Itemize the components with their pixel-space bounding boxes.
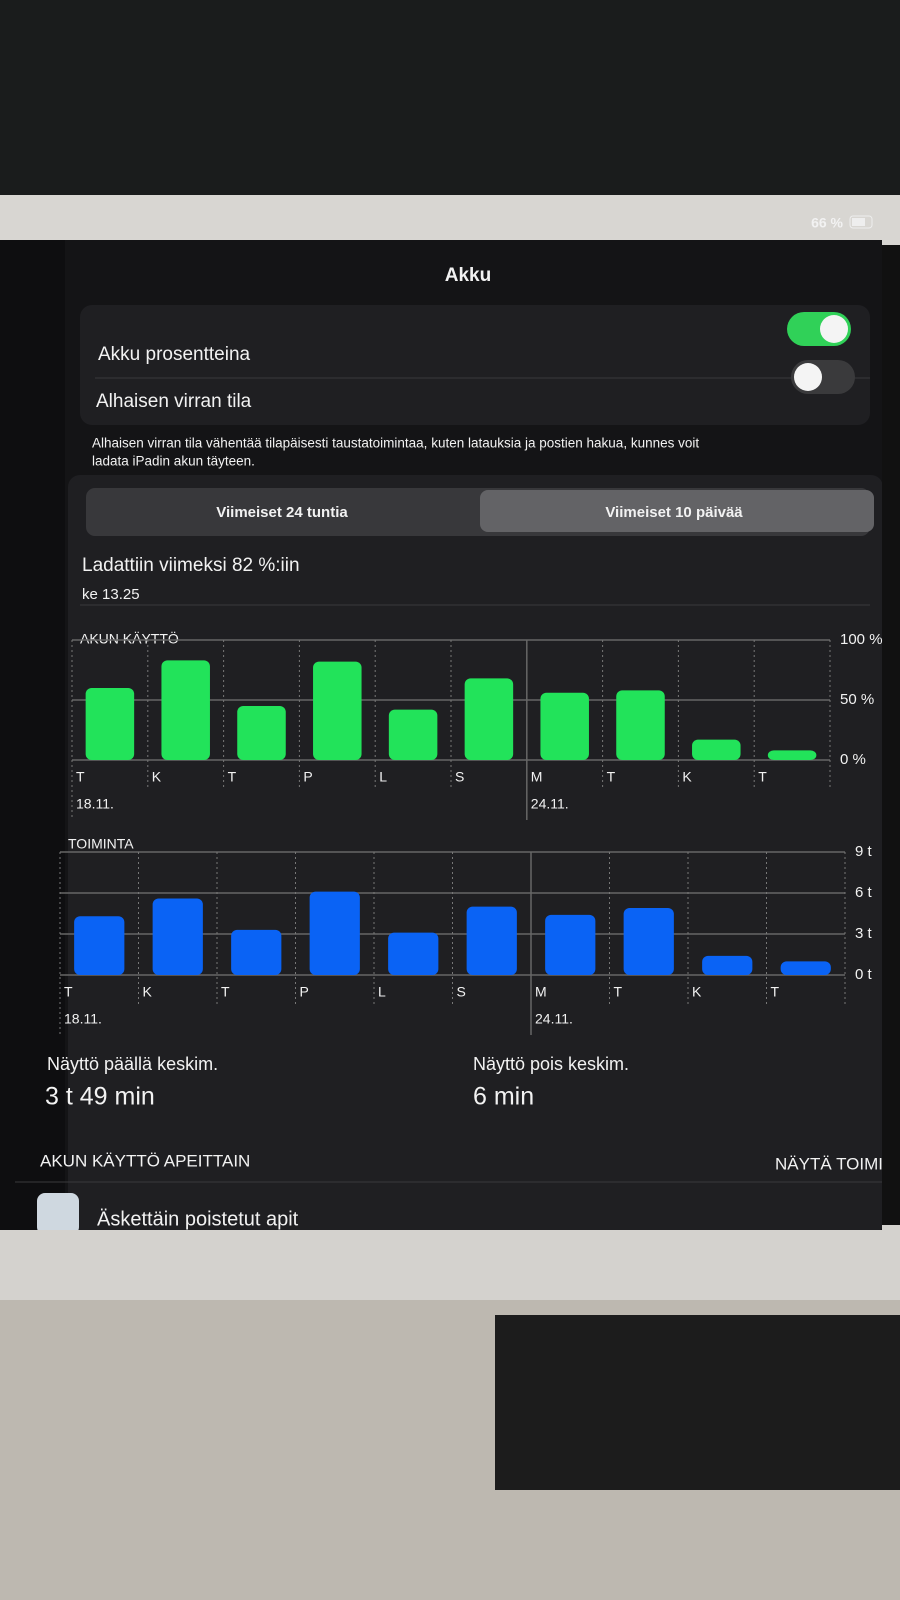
- x-tick-label: P: [300, 984, 309, 1000]
- bar: [388, 709, 438, 760]
- bar: [464, 678, 514, 760]
- chart-title: TOIMINTA: [68, 836, 134, 852]
- y-tick-label: 0 %: [840, 751, 866, 768]
- x-tick-label: S: [455, 769, 464, 785]
- app-icon: [37, 1193, 79, 1230]
- x-tick-label: T: [221, 984, 230, 1000]
- x-tick-label: T: [228, 769, 237, 785]
- bar: [540, 692, 589, 760]
- bar: [702, 955, 753, 975]
- y-tick-label: 6 t: [855, 884, 873, 901]
- x-tick-label: L: [379, 769, 387, 785]
- average-label: Näyttö pois keskim.: [473, 1054, 629, 1074]
- y-tick-label: 0 t: [855, 966, 873, 983]
- settings-group: [80, 305, 870, 425]
- average-label: Näyttö päällä keskim.: [47, 1054, 218, 1074]
- x-tick-label: K: [152, 769, 162, 785]
- x-tick-label: K: [143, 984, 153, 1000]
- bar: [313, 661, 362, 760]
- date-label: 24.11.: [535, 1011, 573, 1027]
- bar: [616, 690, 665, 760]
- bar: [466, 906, 517, 975]
- battery-icon: [849, 215, 873, 229]
- bar: [74, 916, 125, 975]
- setting-label: Alhaisen virran tila: [96, 391, 252, 412]
- y-tick-label: 3 t: [855, 925, 873, 942]
- x-tick-label: T: [607, 769, 616, 785]
- setting-label: Akku prosentteina: [98, 344, 251, 365]
- last-charge-time: ke 13.25: [82, 586, 140, 603]
- bar: [237, 706, 286, 760]
- bezel-bottom: [0, 1225, 900, 1305]
- x-tick-label: T: [64, 984, 73, 1000]
- average-value: 3 t 49 min: [45, 1083, 155, 1111]
- last-charge: Ladattiin viimeksi 82 %:iin: [82, 555, 300, 576]
- battery-level: [852, 218, 865, 226]
- bar: [161, 660, 210, 760]
- sidebar: [0, 240, 65, 1230]
- toggle-knob: [820, 315, 848, 343]
- average-value: 6 min: [473, 1083, 534, 1111]
- x-tick-label: M: [535, 984, 547, 1000]
- battery-status: 66 %: [811, 215, 843, 231]
- description: ladata iPadin akun täyteen.: [92, 454, 255, 469]
- bar: [152, 898, 203, 975]
- segment-selected: [480, 490, 874, 532]
- bar: [85, 688, 135, 760]
- x-tick-label: T: [614, 984, 623, 1000]
- description: Alhaisen virran tila vähentää tilapäises…: [92, 436, 699, 451]
- segment-label[interactable]: Viimeiset 10 päivää: [605, 504, 743, 521]
- y-tick-label: 9 t: [855, 843, 873, 860]
- bar: [231, 929, 282, 975]
- chart-title: AKUN KÄYTTÖ: [80, 630, 179, 647]
- x-tick-label: T: [771, 984, 780, 1000]
- x-tick-label: L: [378, 984, 386, 1000]
- x-tick-label: S: [457, 984, 466, 1000]
- y-tick-label: 100 %: [840, 631, 883, 648]
- date-label: 18.11.: [64, 1011, 102, 1027]
- x-tick-label: K: [682, 769, 692, 785]
- background: [0, 0, 900, 200]
- bar: [623, 908, 674, 975]
- date-label: 24.11.: [531, 796, 569, 812]
- bezel-top: [0, 195, 900, 245]
- page-title: Akku: [445, 265, 491, 286]
- x-tick-label: T: [758, 769, 767, 785]
- y-tick-label: 50 %: [840, 691, 874, 708]
- bar: [767, 750, 817, 760]
- app-name: Äskettäin poistetut apit: [97, 1208, 299, 1230]
- segment-label[interactable]: Viimeiset 24 tuntia: [216, 504, 348, 521]
- bar: [780, 961, 831, 975]
- show-activity[interactable]: NÄYTÄ TOIMINTA: [775, 1154, 900, 1173]
- bar: [388, 932, 439, 975]
- usage-panel: [68, 475, 882, 1230]
- x-tick-label: M: [531, 769, 543, 785]
- x-tick-label: K: [692, 984, 702, 1000]
- section-title: AKUN KÄYTTÖ APEITTAIN: [40, 1151, 250, 1170]
- bar: [545, 914, 596, 975]
- x-tick-label: P: [303, 769, 312, 785]
- x-tick-label: T: [76, 769, 85, 785]
- stand: [495, 1315, 900, 1490]
- bar: [692, 739, 741, 760]
- toggle-knob: [794, 363, 822, 391]
- date-label: 18.11.: [76, 796, 114, 812]
- bar: [309, 891, 360, 975]
